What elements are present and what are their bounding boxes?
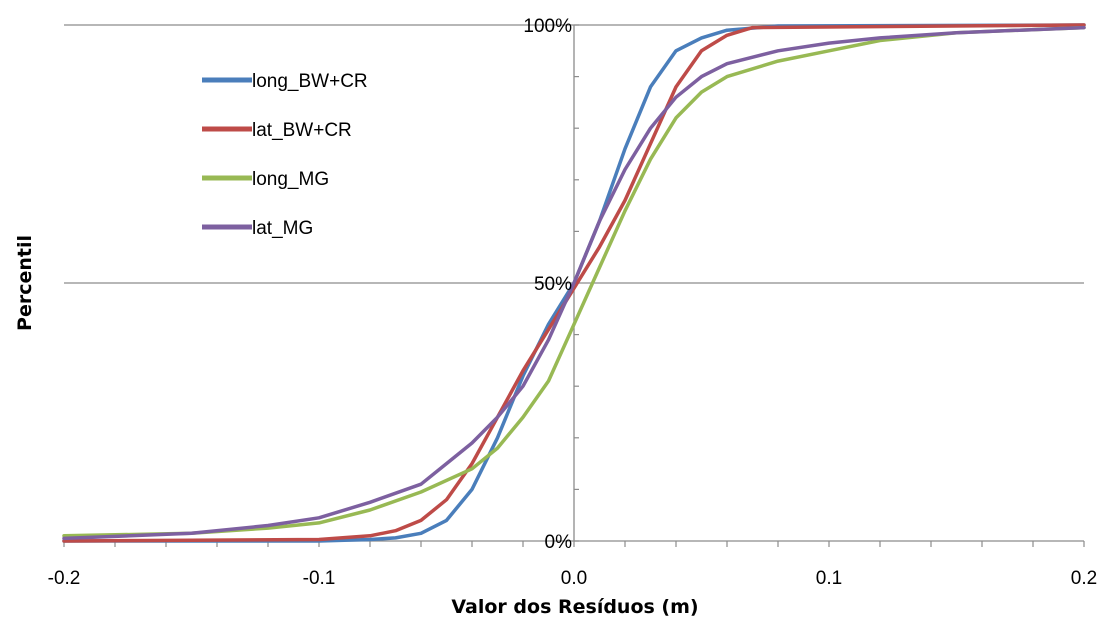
series-line-long_MG (62, 25, 1086, 538)
x-tick-label: -0.2 (48, 568, 81, 589)
series-line-lat_MG (62, 25, 1086, 541)
x-tick-label: 0.1 (816, 568, 842, 589)
legend-label: lat_MG (252, 218, 313, 239)
y-axis-title: Percentil (14, 235, 36, 331)
series-line-long_BW+CR (62, 23, 1086, 543)
x-axis-title: Valor dos Resíduos (m) (451, 596, 698, 618)
x-tick-label: -0.1 (303, 568, 336, 589)
y-tick-label: 0% (545, 532, 573, 553)
x-tick-label: 0.0 (561, 568, 587, 589)
tick-labels: -0.2 -0.1 0.0 0.1 0.2 0% 50% 100% (48, 16, 1098, 589)
series-line-lat_BW+CR (62, 23, 1086, 543)
legend-label: lat_BW+CR (252, 120, 352, 141)
y-tick-label: 100% (523, 16, 572, 37)
legend-label: long_MG (252, 169, 329, 190)
legend-label: long_BW+CR (252, 71, 368, 92)
legend: long_BW+CR lat_BW+CR long_MG lat_MG (202, 71, 368, 239)
y-tick-label: 50% (534, 274, 572, 295)
x-tick-label: 0.2 (1071, 568, 1097, 589)
series-lines (62, 23, 1086, 543)
